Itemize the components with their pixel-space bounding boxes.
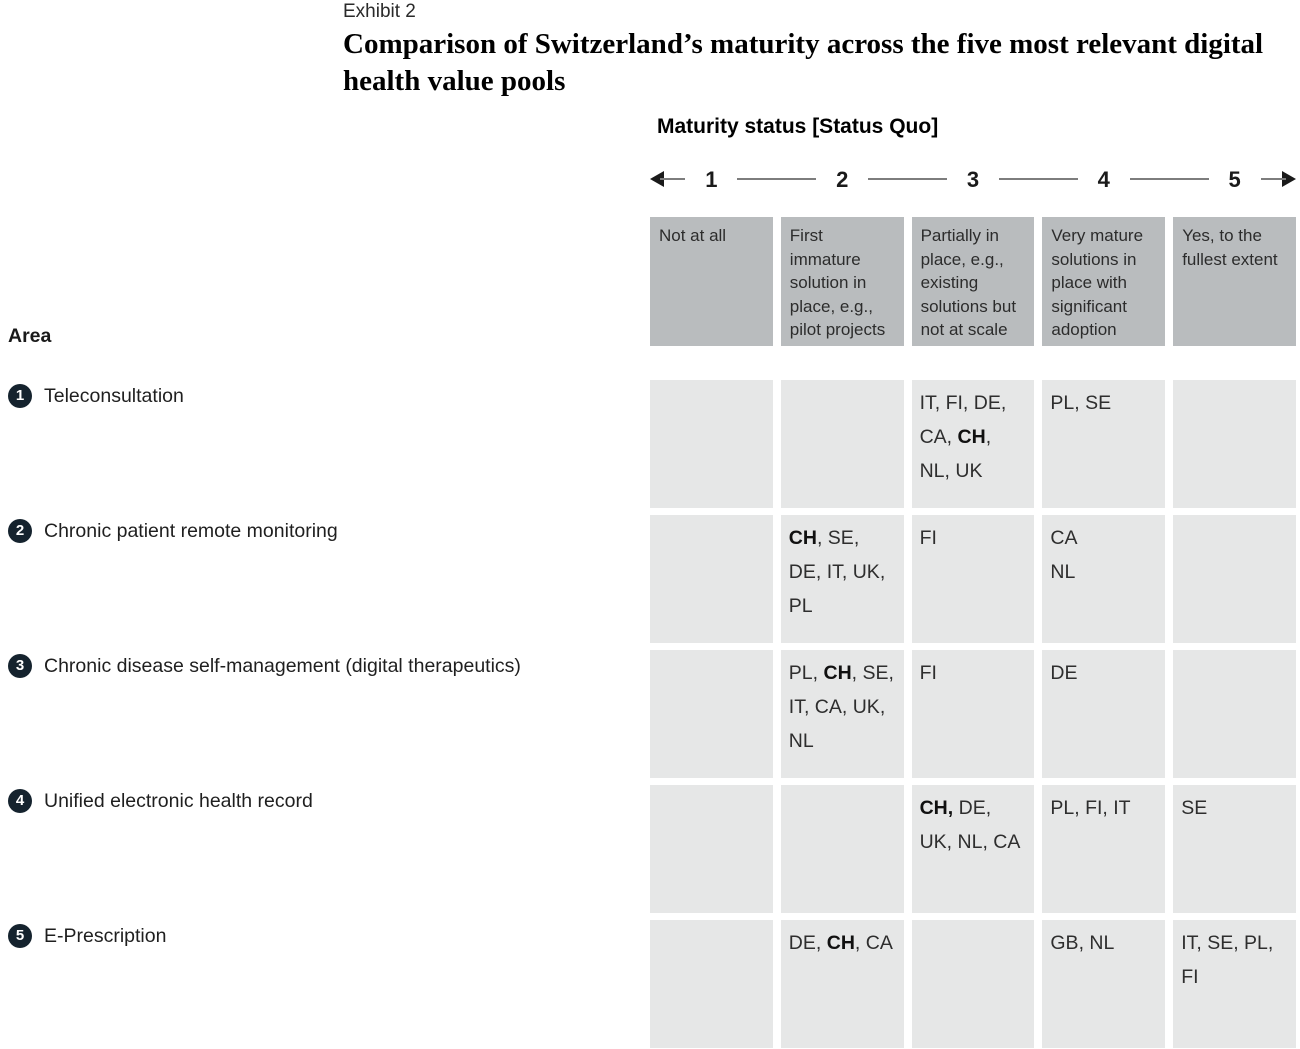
maturity-cell-empty [650, 515, 773, 643]
maturity-cell-empty [780, 785, 904, 913]
scale-line-segment [999, 178, 1078, 180]
scale-line-segment [737, 178, 817, 180]
maturity-cell-countries: PL, SE [1042, 380, 1166, 508]
maturity-column-headers: Not at all First immature solution in pla… [650, 217, 1296, 346]
maturity-column-header-3: Partially in place, e.g., existing solut… [911, 217, 1035, 346]
area-row-label: 2 Chronic patient remote monitoring [8, 519, 338, 543]
maturity-scale-axis: 1 2 3 4 5 [650, 166, 1296, 193]
scale-numbers: 1 2 3 4 5 [650, 166, 1296, 193]
maturity-cell-empty [650, 380, 773, 508]
maturity-column-header-4: Very mature solutions in place with sign… [1042, 217, 1166, 346]
maturity-cell-empty [911, 920, 1035, 1048]
scale-number-3: 3 [966, 167, 980, 192]
scale-line-segment [660, 178, 686, 180]
maturity-cell-countries: DE, CH, CA [780, 920, 904, 1048]
maturity-cell-countries: SE [1173, 785, 1296, 913]
area-row-label-text: Unified electronic health record [44, 789, 313, 812]
area-row-label-text: Chronic disease self-management (digital… [44, 654, 521, 677]
maturity-column-header-1: Not at all [650, 217, 773, 346]
scale-number-2: 2 [836, 167, 849, 192]
maturity-cell-countries: CH, SE, DE, IT, UK, PL [780, 515, 904, 643]
area-column-label: Area [8, 325, 52, 347]
area-row-number-badge: 5 [8, 924, 32, 948]
area-row-label: 5 E-Prescription [8, 924, 166, 948]
scale-number-5: 5 [1228, 167, 1241, 192]
maturity-column-header-5: Yes, to the fullest extent [1173, 217, 1296, 346]
area-row-number-badge: 1 [8, 384, 32, 408]
maturity-cell-empty [1173, 650, 1296, 778]
arrow-right-icon [1282, 171, 1296, 187]
scale-number-4: 4 [1097, 167, 1110, 192]
area-row-number-badge: 3 [8, 654, 32, 678]
maturity-cell-countries: FI [911, 515, 1035, 643]
maturity-cell-countries: CH, DE, UK, NL, CA [911, 785, 1035, 913]
maturity-cell-countries: DE [1042, 650, 1166, 778]
scale-lines [650, 166, 1296, 193]
area-row-label: 4 Unified electronic health record [8, 789, 313, 813]
maturity-cell-countries: CA NL [1042, 515, 1166, 643]
scale-number-1: 1 [705, 167, 718, 192]
maturity-status-heading: Maturity status [Status Quo] [657, 115, 939, 138]
exhibit-label: Exhibit 2 [343, 1, 416, 22]
scale-line-segment [1260, 178, 1286, 180]
area-row-number-badge: 2 [8, 519, 32, 543]
maturity-cell-empty [650, 650, 773, 778]
arrow-left-icon [650, 171, 664, 187]
maturity-cells-grid: IT, FI, DE, CA, CH, NL, UK PL, SE CH, SE, … [650, 380, 1296, 1048]
maturity-cell-countries: PL, FI, IT [1042, 785, 1166, 913]
area-row-label: 3 Chronic disease self-management (digita… [8, 654, 521, 678]
area-row-label-text: Chronic patient remote monitoring [44, 519, 338, 542]
maturity-cell-countries: PL, CH, SE, IT, CA, UK, NL [780, 650, 904, 778]
maturity-cell-empty [1173, 380, 1296, 508]
scale-line-segment [1129, 178, 1209, 180]
area-row-label: 1 Teleconsultation [8, 384, 184, 408]
maturity-column-header-2: First immature solution in place, e.g., … [780, 217, 904, 346]
maturity-cell-countries: FI [911, 650, 1035, 778]
maturity-cell-empty [780, 380, 904, 508]
area-row-label-text: Teleconsultation [44, 384, 184, 407]
maturity-cell-empty [650, 785, 773, 913]
area-row-number-badge: 4 [8, 789, 32, 813]
maturity-cell-countries: GB, NL [1042, 920, 1166, 1048]
scale-line-segment [868, 178, 947, 180]
maturity-cell-countries: IT, SE, PL, FI [1173, 920, 1296, 1048]
maturity-cell-countries: IT, FI, DE, CA, CH, NL, UK [911, 380, 1035, 508]
maturity-cell-empty [1173, 515, 1296, 643]
exhibit-title: Comparison of Switzerland’s maturity acr… [343, 28, 1264, 97]
maturity-cell-empty [650, 920, 773, 1048]
area-row-label-text: E-Prescription [44, 924, 167, 947]
